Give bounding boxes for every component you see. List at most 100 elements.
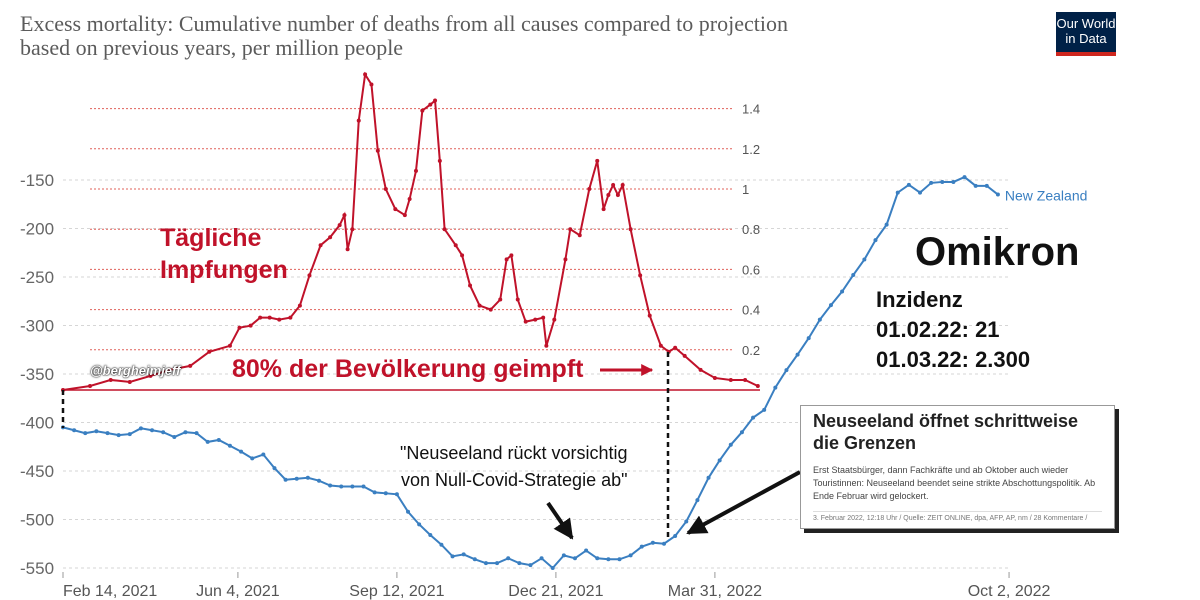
new-zealand-point (784, 368, 789, 373)
new-zealand-point (372, 490, 377, 495)
new-zealand-point (417, 522, 422, 527)
new-zealand-point (495, 561, 500, 566)
vaccinations-point (407, 197, 412, 202)
omikron-label: Omikron (915, 230, 1080, 274)
vaccinations-point (442, 227, 447, 232)
vaccinations-point (413, 168, 418, 173)
vaccinations-point (207, 349, 212, 354)
new-zealand-point (239, 449, 244, 454)
vaccinations-point (509, 253, 514, 258)
vaccinations-point (541, 315, 546, 320)
new-zealand-point (762, 407, 767, 412)
vaccinations-point (647, 313, 652, 318)
vaccinations-point (477, 303, 482, 308)
vaccinations-point (460, 253, 465, 258)
new-zealand-point (83, 431, 88, 436)
new-zealand-point (550, 566, 555, 570)
vaccinations-point (515, 297, 520, 302)
new-zealand-point (973, 183, 978, 188)
new-zealand-point (929, 180, 934, 185)
vaccinations-point (698, 367, 703, 372)
news-clipping: Neuseeland öffnet schrittweise die Grenz… (800, 405, 1115, 529)
vaccinations-point (552, 317, 557, 322)
left-tick-label: -500 (20, 511, 54, 530)
new-zealand-point (728, 442, 733, 447)
new-zealand-point (739, 430, 744, 435)
new-zealand-point (751, 415, 756, 420)
right-tick-label: 1 (742, 182, 749, 197)
new-zealand-point (127, 432, 132, 437)
x-tick-label: Feb 14, 2021 (63, 583, 157, 600)
incidence-title: Inzidenz (876, 287, 963, 312)
vaccinations-point (277, 317, 282, 322)
vaccinations-point (533, 317, 538, 322)
new-zealand-point (406, 509, 411, 514)
new-zealand-point (906, 182, 911, 187)
vaccinations-point (638, 273, 643, 278)
new-zealand-point (94, 429, 99, 434)
vaccinations-point (595, 158, 600, 163)
new-zealand-point (517, 561, 522, 566)
left-tick-label: -350 (20, 365, 54, 384)
new-zealand-point (895, 190, 900, 195)
vaccinations-point (167, 367, 172, 372)
vaccinations-point (342, 213, 347, 218)
series-label-new-zealand: New Zealand (1005, 188, 1087, 204)
new-zealand-point (461, 552, 466, 557)
vaccinations-point (611, 182, 616, 187)
x-tick-label: Sep 12, 2021 (349, 583, 444, 600)
right-tick-label: 1.4 (742, 102, 760, 117)
right-tick-label: 0.8 (742, 222, 760, 237)
vaccinations-point (615, 193, 620, 198)
new-zealand-point (150, 428, 155, 433)
incidence-feb: 01.02.22: 21 (876, 317, 1000, 342)
vaccinations-point (673, 345, 678, 350)
owid-logo[interactable]: Our World in Data (1056, 12, 1116, 56)
new-zealand-point (138, 426, 143, 431)
vaccinations-point (188, 363, 193, 368)
new-zealand-point (951, 179, 956, 184)
new-zealand-point (662, 541, 667, 546)
new-zealand-point (339, 484, 344, 489)
vaccinations-point (488, 307, 493, 312)
vaccinations-point (504, 257, 509, 262)
vaccinations-point (297, 303, 302, 308)
vaccinations-point (563, 257, 568, 262)
quote-line-2: von Null-Covid-Strategie ab" (401, 470, 628, 490)
new-zealand-point (161, 430, 166, 435)
left-tick-label: -150 (20, 171, 54, 190)
vaccinations-point (248, 323, 253, 328)
vaccinations-point (148, 373, 153, 378)
left-tick-label: -400 (20, 414, 54, 433)
vaccinations-point (468, 283, 473, 288)
vaccinations-point (375, 148, 380, 153)
new-zealand-point (439, 542, 444, 547)
new-zealand-point (383, 491, 388, 496)
vaccinations-point (127, 379, 132, 384)
incidence-block: Inzidenz 01.02.22: 21 01.03.22: 2.300 (876, 285, 1030, 375)
vaccinations-point (267, 315, 272, 320)
vaccinations-point (369, 82, 374, 87)
new-zealand-point (639, 544, 644, 549)
left-tick-label: -450 (20, 462, 54, 481)
vaccinations-point (363, 72, 368, 77)
vaccinations-point (587, 187, 592, 191)
new-zealand-point (806, 336, 811, 341)
vaccinations-point (318, 243, 323, 248)
new-zealand-point (350, 484, 355, 489)
vaccinations-point (307, 273, 312, 278)
news-body: Erst Staatsbürger, dann Fachkräfte und a… (813, 465, 1096, 501)
vaccinations-point (682, 353, 687, 358)
new-zealand-point (172, 435, 177, 440)
vaccinations-point (258, 315, 263, 320)
vaccinations-point (658, 343, 663, 348)
left-tick-label: -200 (20, 220, 54, 239)
new-zealand-point (394, 492, 399, 497)
vaccinations-point (544, 343, 549, 348)
right-tick-label: 0.2 (742, 343, 760, 358)
new-zealand-point (316, 478, 321, 483)
new-zealand-point (918, 190, 923, 195)
vaccinations-point (437, 158, 442, 163)
vaccinations-point (453, 243, 458, 248)
new-zealand-point (828, 303, 833, 308)
